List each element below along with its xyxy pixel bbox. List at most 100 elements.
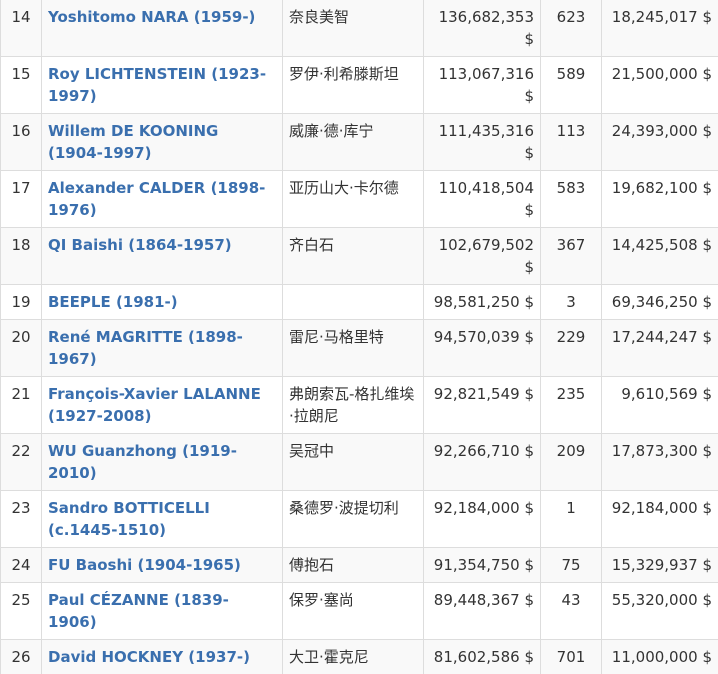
table-row: 21 François-Xavier LALANNE (1927-2008) 弗… bbox=[1, 377, 718, 434]
chinese-name-cell: 雷尼·马格里特 bbox=[283, 320, 424, 377]
rank-cell: 22 bbox=[1, 434, 42, 491]
turnover-cell: 113,067,316 $ bbox=[424, 57, 541, 114]
artist-link[interactable]: François-Xavier LALANNE (1927-2008) bbox=[48, 385, 261, 425]
lots-sold-cell: 623 bbox=[541, 0, 602, 57]
artist-cell: Yoshitomo NARA (1959-) bbox=[42, 0, 283, 57]
table-row: 14 Yoshitomo NARA (1959-) 奈良美智 136,682,3… bbox=[1, 0, 718, 57]
artist-cell: Paul CÉZANNE (1839-1906) bbox=[42, 583, 283, 640]
artist-cell: Alexander CALDER (1898-1976) bbox=[42, 171, 283, 228]
rank-cell: 20 bbox=[1, 320, 42, 377]
artist-cell: Roy LICHTENSTEIN (1923-1997) bbox=[42, 57, 283, 114]
artist-link[interactable]: FU Baoshi (1904-1965) bbox=[48, 556, 241, 574]
turnover-cell: 94,570,039 $ bbox=[424, 320, 541, 377]
rank-cell: 23 bbox=[1, 491, 42, 548]
artist-cell: Willem DE KOONING (1904-1997) bbox=[42, 114, 283, 171]
artist-link[interactable]: Paul CÉZANNE (1839-1906) bbox=[48, 591, 229, 631]
chinese-name-cell: 亚历山大·卡尔德 bbox=[283, 171, 424, 228]
artist-cell: WU Guanzhong (1919-2010) bbox=[42, 434, 283, 491]
rank-cell: 18 bbox=[1, 228, 42, 285]
table-row: 25 Paul CÉZANNE (1839-1906) 保罗·塞尚 89,448… bbox=[1, 583, 718, 640]
lots-sold-cell: 3 bbox=[541, 285, 602, 320]
chinese-name-cell: 吴冠中 bbox=[283, 434, 424, 491]
turnover-cell: 111,435,316 $ bbox=[424, 114, 541, 171]
artist-cell: FU Baoshi (1904-1965) bbox=[42, 548, 283, 583]
artist-cell: David HOCKNEY (1937-) bbox=[42, 640, 283, 674]
artist-cell: René MAGRITTE (1898-1967) bbox=[42, 320, 283, 377]
lots-sold-cell: 75 bbox=[541, 548, 602, 583]
turnover-cell: 136,682,353 $ bbox=[424, 0, 541, 57]
table-row: 23 Sandro BOTTICELLI (c.1445-1510) 桑德罗·波… bbox=[1, 491, 718, 548]
table-row: 15 Roy LICHTENSTEIN (1923-1997) 罗伊·利希滕斯坦… bbox=[1, 57, 718, 114]
chinese-name-cell: 奈良美智 bbox=[283, 0, 424, 57]
turnover-cell: 92,266,710 $ bbox=[424, 434, 541, 491]
top-price-cell: 15,329,937 $ bbox=[602, 548, 718, 583]
turnover-cell: 81,602,586 $ bbox=[424, 640, 541, 674]
lots-sold-cell: 367 bbox=[541, 228, 602, 285]
rank-cell: 24 bbox=[1, 548, 42, 583]
table-row: 19 BEEPLE (1981-) 98,581,250 $ 3 69,346,… bbox=[1, 285, 718, 320]
turnover-cell: 92,821,549 $ bbox=[424, 377, 541, 434]
artist-link[interactable]: BEEPLE (1981-) bbox=[48, 293, 178, 311]
chinese-name-cell bbox=[283, 285, 424, 320]
turnover-cell: 102,679,502 $ bbox=[424, 228, 541, 285]
table-row: 24 FU Baoshi (1904-1965) 傅抱石 91,354,750 … bbox=[1, 548, 718, 583]
rank-cell: 16 bbox=[1, 114, 42, 171]
lots-sold-cell: 1 bbox=[541, 491, 602, 548]
top-price-cell: 17,873,300 $ bbox=[602, 434, 718, 491]
top-price-cell: 11,000,000 $ bbox=[602, 640, 718, 674]
turnover-cell: 110,418,504 $ bbox=[424, 171, 541, 228]
artist-cell: QI Baishi (1864-1957) bbox=[42, 228, 283, 285]
lots-sold-cell: 43 bbox=[541, 583, 602, 640]
lots-sold-cell: 701 bbox=[541, 640, 602, 674]
rank-cell: 17 bbox=[1, 171, 42, 228]
artist-cell: François-Xavier LALANNE (1927-2008) bbox=[42, 377, 283, 434]
table-row: 17 Alexander CALDER (1898-1976) 亚历山大·卡尔德… bbox=[1, 171, 718, 228]
chinese-name-cell: 威廉·德·库宁 bbox=[283, 114, 424, 171]
artist-link[interactable]: René MAGRITTE (1898-1967) bbox=[48, 328, 243, 368]
turnover-cell: 98,581,250 $ bbox=[424, 285, 541, 320]
chinese-name-cell: 齐白石 bbox=[283, 228, 424, 285]
rank-cell: 21 bbox=[1, 377, 42, 434]
artist-cell: BEEPLE (1981-) bbox=[42, 285, 283, 320]
artist-link[interactable]: Willem DE KOONING (1904-1997) bbox=[48, 122, 218, 162]
chinese-name-cell: 弗朗索瓦-格扎维埃·拉朗尼 bbox=[283, 377, 424, 434]
rank-cell: 19 bbox=[1, 285, 42, 320]
artist-link[interactable]: Roy LICHTENSTEIN (1923-1997) bbox=[48, 65, 266, 105]
rank-cell: 14 bbox=[1, 0, 42, 57]
artist-link[interactable]: David HOCKNEY (1937-) bbox=[48, 648, 250, 666]
table-row: 22 WU Guanzhong (1919-2010) 吴冠中 92,266,7… bbox=[1, 434, 718, 491]
rank-cell: 25 bbox=[1, 583, 42, 640]
top-price-cell: 19,682,100 $ bbox=[602, 171, 718, 228]
chinese-name-cell: 傅抱石 bbox=[283, 548, 424, 583]
lots-sold-cell: 583 bbox=[541, 171, 602, 228]
top-price-cell: 17,244,247 $ bbox=[602, 320, 718, 377]
table-row: 26 David HOCKNEY (1937-) 大卫·霍克尼 81,602,5… bbox=[1, 640, 718, 674]
top-price-cell: 55,320,000 $ bbox=[602, 583, 718, 640]
table-row: 16 Willem DE KOONING (1904-1997) 威廉·德·库宁… bbox=[1, 114, 718, 171]
turnover-cell: 92,184,000 $ bbox=[424, 491, 541, 548]
artist-link[interactable]: WU Guanzhong (1919-2010) bbox=[48, 442, 237, 482]
top-price-cell: 21,500,000 $ bbox=[602, 57, 718, 114]
turnover-cell: 91,354,750 $ bbox=[424, 548, 541, 583]
rank-cell: 26 bbox=[1, 640, 42, 674]
artist-link[interactable]: Yoshitomo NARA (1959-) bbox=[48, 8, 255, 26]
turnover-cell: 89,448,367 $ bbox=[424, 583, 541, 640]
lots-sold-cell: 589 bbox=[541, 57, 602, 114]
chinese-name-cell: 大卫·霍克尼 bbox=[283, 640, 424, 674]
lots-sold-cell: 229 bbox=[541, 320, 602, 377]
top-price-cell: 24,393,000 $ bbox=[602, 114, 718, 171]
lots-sold-cell: 113 bbox=[541, 114, 602, 171]
top-price-cell: 18,245,017 $ bbox=[602, 0, 718, 57]
top-price-cell: 92,184,000 $ bbox=[602, 491, 718, 548]
artist-link[interactable]: Alexander CALDER (1898-1976) bbox=[48, 179, 265, 219]
table-row: 18 QI Baishi (1864-1957) 齐白石 102,679,502… bbox=[1, 228, 718, 285]
top-price-cell: 69,346,250 $ bbox=[602, 285, 718, 320]
top-price-cell: 9,610,569 $ bbox=[602, 377, 718, 434]
artist-link[interactable]: Sandro BOTTICELLI (c.1445-1510) bbox=[48, 499, 210, 539]
chinese-name-cell: 桑德罗·波提切利 bbox=[283, 491, 424, 548]
artist-link[interactable]: QI Baishi (1864-1957) bbox=[48, 236, 232, 254]
chinese-name-cell: 罗伊·利希滕斯坦 bbox=[283, 57, 424, 114]
table-row: 20 René MAGRITTE (1898-1967) 雷尼·马格里特 94,… bbox=[1, 320, 718, 377]
